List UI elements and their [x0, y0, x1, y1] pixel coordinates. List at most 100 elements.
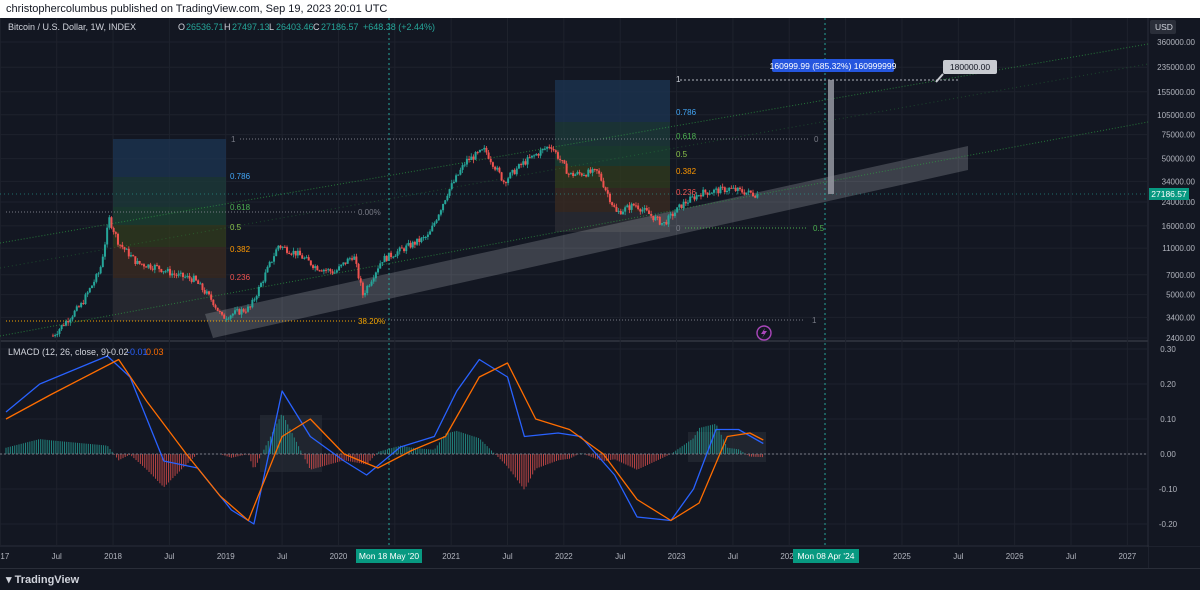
target-box[interactable]	[772, 59, 894, 72]
candle-body	[680, 204, 683, 209]
candle-body	[615, 206, 618, 212]
candle-body	[123, 247, 126, 250]
last-price-label: 27186.57	[1151, 189, 1187, 199]
candle-body	[253, 299, 256, 301]
candle-body	[756, 194, 759, 198]
candle-body	[236, 309, 239, 311]
macd-v1: -0.02	[108, 347, 129, 357]
candle-body	[195, 275, 198, 281]
candle-body	[164, 271, 167, 273]
candle-body	[88, 288, 91, 293]
candle-body	[73, 310, 76, 317]
price-ticks: 360000.00 235000.00 155000.00 105000.00 7500…	[1157, 38, 1195, 343]
candle-body	[530, 155, 533, 158]
candle-body	[602, 180, 605, 188]
candle-body	[273, 256, 276, 262]
candle-body	[617, 210, 620, 212]
fib-786-label: 0.786	[230, 172, 251, 181]
candle-body	[751, 192, 754, 197]
candle-body	[639, 209, 642, 212]
macd-pane[interactable]	[0, 342, 1148, 546]
candle-body	[498, 167, 501, 173]
candle-body	[56, 333, 59, 336]
candle-body	[173, 273, 176, 275]
fib-1-right-label: 1	[812, 316, 817, 325]
legend-o-value: 26536.71	[186, 22, 224, 32]
candle-body	[181, 272, 184, 278]
candle-body	[307, 257, 310, 261]
candle-body	[175, 274, 178, 276]
time-tick-label: Jul	[52, 552, 62, 561]
candle-body	[671, 213, 674, 217]
candle-body	[604, 187, 607, 191]
candle-body	[457, 174, 460, 176]
candle-body	[663, 221, 666, 224]
candle-body	[695, 195, 698, 200]
time-tick-label: 2019	[217, 552, 235, 561]
candle-body	[398, 247, 401, 252]
candle-body	[162, 271, 165, 273]
candle-body	[699, 195, 702, 197]
candle-body	[632, 203, 635, 206]
candle-body	[572, 172, 575, 176]
fib-labels-2022: 1 0.786 0.618 0.5 0.382 0.236 0 0 0.5 1	[676, 75, 825, 325]
candle-body	[513, 169, 516, 175]
candle-body	[190, 278, 193, 282]
candle-body	[535, 154, 538, 156]
candle-body	[316, 266, 319, 271]
candle-body	[621, 211, 624, 215]
fib-618-label: 0.618	[230, 203, 251, 212]
candle-body	[216, 307, 219, 311]
candle-body	[257, 286, 260, 297]
candle-body	[292, 250, 295, 255]
candle-body	[407, 242, 410, 246]
candle-body	[84, 294, 87, 305]
candle-body	[288, 252, 291, 254]
candle-body	[160, 269, 163, 273]
candle-body	[275, 249, 278, 257]
candle-body	[437, 214, 440, 221]
candle-body	[351, 258, 354, 260]
candle-body	[225, 318, 228, 320]
macd-tick-label: -0.10	[1159, 485, 1178, 494]
price-chart[interactable]: 160999.99 (585.32%) 160999999 180000.00 …	[0, 18, 1200, 568]
lightning-icon[interactable]	[756, 325, 772, 341]
tradingview-logo[interactable]: ▾ TradingView	[6, 573, 79, 586]
candle-body	[112, 227, 115, 233]
candle-body	[114, 232, 117, 234]
candle-body	[717, 188, 720, 194]
time-tick-label: 2024	[780, 552, 798, 561]
candle-body	[422, 237, 425, 239]
price-tick-label: 7000.00	[1166, 271, 1195, 280]
price-tick-label: 3400.00	[1166, 313, 1195, 322]
candle-body	[593, 168, 596, 170]
candle-body	[277, 245, 280, 250]
macd-title: LMACD (12, 26, close, 9)	[8, 347, 109, 357]
candle-body	[728, 187, 731, 191]
candle-body	[234, 310, 237, 314]
macd-legend: LMACD (12, 26, close, 9) -0.02 -0.01 0.0…	[8, 347, 164, 357]
candle-body	[409, 242, 412, 248]
callout-box[interactable]	[943, 60, 997, 74]
candle-body	[606, 190, 609, 194]
candle-body	[504, 182, 507, 184]
candle-body	[598, 170, 601, 174]
candle-body	[496, 167, 499, 170]
price-tick-label: 24000.00	[1162, 198, 1196, 207]
candle-body	[301, 255, 304, 259]
candle-body	[667, 215, 670, 225]
price-legend: Bitcoin / U.S. Dollar, 1W, INDEX O 26536…	[8, 22, 435, 32]
time-tick-label: 2025	[893, 552, 911, 561]
macd-tick-label: -0.20	[1159, 520, 1178, 529]
target-measure-bar[interactable]	[828, 80, 834, 194]
brand-label: TradingView	[14, 574, 80, 586]
candle-body	[62, 325, 65, 327]
candle-body	[125, 248, 128, 250]
candle-body	[502, 180, 505, 183]
candle-body	[353, 256, 356, 260]
legend-c-label: C	[313, 22, 320, 32]
price-axis[interactable]: USD 360000.00 235000.00 155000.00 105000.00…	[1149, 18, 1200, 546]
tv-icon: ▾	[6, 574, 15, 586]
candle-body	[660, 223, 663, 225]
